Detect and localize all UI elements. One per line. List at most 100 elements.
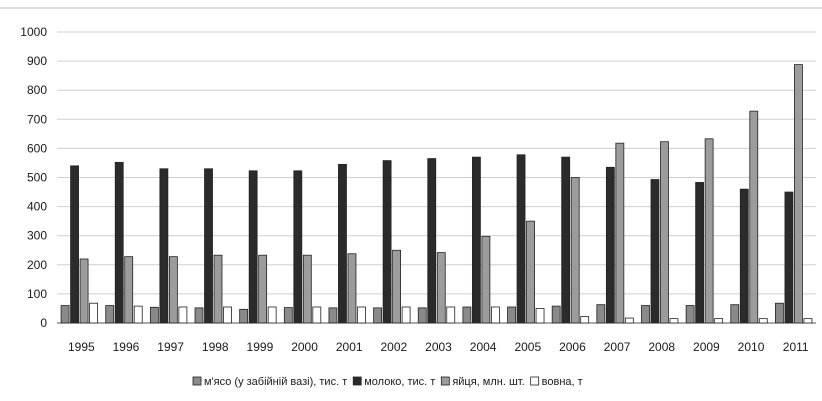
x-tick-label: 2001 xyxy=(336,340,363,354)
bar-2004-series-2 xyxy=(481,235,491,324)
bar-2009-series-1 xyxy=(695,182,705,324)
y-tick-label: 800 xyxy=(27,83,47,97)
legend: м'ясо (у забійній вазі), тис. т молоко, т… xyxy=(192,376,583,388)
bar-2008-series-0 xyxy=(641,305,650,324)
bar-2011-series-0 xyxy=(775,302,784,324)
y-tick-label: 900 xyxy=(27,54,47,68)
bar-2000-series-3 xyxy=(312,306,322,324)
bar-2002-series-2 xyxy=(392,249,402,324)
y-tick-label: 400 xyxy=(27,200,47,214)
x-tick-label: 2006 xyxy=(559,340,586,354)
bar-2007-series-2 xyxy=(615,142,625,324)
bar-2006-series-1 xyxy=(561,156,571,324)
y-tick-label: 600 xyxy=(27,141,47,155)
x-tick-label: 2004 xyxy=(470,340,497,354)
bars xyxy=(60,64,813,324)
bar-1999-series-3 xyxy=(267,306,277,324)
bar-1995-series-1 xyxy=(70,165,79,324)
bar-2006-series-0 xyxy=(551,305,561,324)
bar-2006-series-2 xyxy=(570,177,580,324)
bar-2002-series-1 xyxy=(382,160,392,324)
bar-2006-series-3 xyxy=(580,316,590,324)
bar-2000-series-1 xyxy=(293,170,303,324)
x-tick-label: 2009 xyxy=(693,340,720,354)
legend-swatch-3 xyxy=(530,376,540,386)
bar-2003-series-2 xyxy=(436,252,446,324)
bar-2005-series-2 xyxy=(526,220,535,324)
bar-2011-series-1 xyxy=(784,191,794,324)
x-tick-label: 1995 xyxy=(68,340,95,354)
bar-1999-series-2 xyxy=(258,254,268,324)
bar-2001-series-3 xyxy=(357,306,366,324)
bar-1998-series-3 xyxy=(223,306,232,324)
bar-2007-series-1 xyxy=(605,166,615,324)
bar-2003-series-3 xyxy=(446,306,456,324)
bar-1998-series-1 xyxy=(204,168,213,324)
x-tick-label: 1998 xyxy=(202,340,229,354)
bar-2002-series-0 xyxy=(373,307,383,324)
bar-2002-series-3 xyxy=(401,306,411,324)
bar-1999-series-1 xyxy=(248,170,258,324)
bar-1995-series-3 xyxy=(89,302,98,324)
x-tick-label: 2008 xyxy=(648,340,675,354)
bar-1995-series-0 xyxy=(60,305,70,324)
bar-2009-series-0 xyxy=(685,305,695,324)
bar-1996-series-3 xyxy=(133,305,143,324)
y-tick-label: 1000 xyxy=(20,25,47,39)
legend-swatch-0 xyxy=(192,376,202,386)
y-axis: 0 100 200 300 400 500 600 700 800 900 1000 xyxy=(20,25,816,330)
bar-2011-series-3 xyxy=(803,318,813,324)
bar-2007-series-3 xyxy=(624,317,634,324)
x-tick-label: 2003 xyxy=(425,340,452,354)
y-tick-label: 500 xyxy=(27,171,47,185)
x-tick-label: 2005 xyxy=(514,340,541,354)
bar-2005-series-3 xyxy=(535,308,545,324)
bar-2005-series-0 xyxy=(507,306,516,324)
x-tick-label: 2011 xyxy=(783,340,809,354)
bar-1997-series-0 xyxy=(149,306,159,324)
bar-2011-series-2 xyxy=(794,64,803,324)
bar-2001-series-2 xyxy=(347,253,357,324)
x-tick-label: 2007 xyxy=(604,340,631,354)
bar-1997-series-3 xyxy=(178,306,188,324)
bar-2004-series-0 xyxy=(462,306,472,324)
x-tick-label: 2000 xyxy=(291,340,318,354)
x-tick-label: 1996 xyxy=(113,340,140,354)
legend-label-2: яйця, млн. шт. xyxy=(452,376,524,388)
bar-2008-series-3 xyxy=(669,318,679,324)
legend-swatch-2 xyxy=(440,376,450,386)
bar-2010-series-3 xyxy=(758,318,768,324)
x-tick-label: 1997 xyxy=(157,340,184,354)
y-tick-label: 300 xyxy=(27,229,47,243)
legend-label-3: вовна, т xyxy=(542,376,583,388)
bar-1996-series-2 xyxy=(124,256,134,324)
y-tick-label: 700 xyxy=(27,112,47,126)
bar-1998-series-2 xyxy=(213,254,223,324)
bar-2009-series-3 xyxy=(714,318,724,324)
y-tick-label: 0 xyxy=(40,316,47,330)
bar-2010-series-0 xyxy=(730,304,740,324)
y-tick-label: 200 xyxy=(27,258,47,272)
x-tick-label: 2002 xyxy=(381,340,408,354)
bar-2001-series-1 xyxy=(338,164,347,324)
bar-2004-series-1 xyxy=(471,156,481,324)
bar-2000-series-2 xyxy=(302,254,312,324)
legend-swatch-1 xyxy=(352,376,362,386)
bar-2005-series-1 xyxy=(516,154,526,324)
bar-1995-series-2 xyxy=(79,258,89,324)
y-tick-label: 100 xyxy=(27,287,47,301)
bar-2003-series-0 xyxy=(417,307,427,324)
legend-label-0: м'ясо (у забійній вазі), тис. т xyxy=(204,376,347,388)
bar-2008-series-2 xyxy=(660,141,669,324)
bar-1999-series-0 xyxy=(239,308,249,324)
bar-1998-series-0 xyxy=(194,307,204,324)
bar-1996-series-0 xyxy=(105,305,115,324)
bar-2003-series-1 xyxy=(427,158,437,324)
bar-2000-series-0 xyxy=(283,307,293,324)
x-axis: 1995 1996 1997 1998 1999 2000 2001 2002 2003 2004… xyxy=(68,340,809,354)
x-tick-label: 1999 xyxy=(247,340,274,354)
bar-1997-series-2 xyxy=(168,256,178,324)
legend-label-1: молоко, тис. т xyxy=(364,376,435,388)
